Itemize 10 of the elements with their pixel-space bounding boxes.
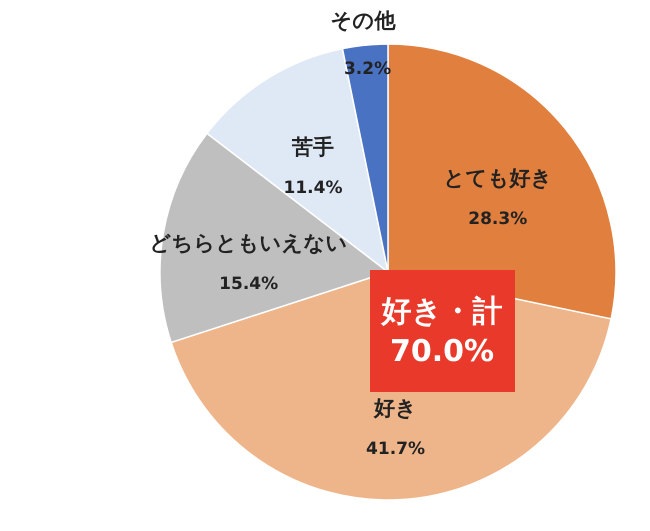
data-label: 41.7%	[366, 439, 426, 460]
slice-label: その他	[330, 8, 397, 32]
data-label: 15.4%	[219, 274, 278, 294]
slice-label: 好き	[373, 396, 418, 420]
data-label: 11.4%	[284, 178, 342, 198]
slice-label: 苦手	[291, 135, 334, 160]
text: 好き・計 70.0%	[380, 294, 502, 369]
data-label: 28.3%	[468, 208, 528, 229]
slice-label: とても好き	[443, 166, 552, 190]
slice-label: どちらともいえない	[150, 231, 348, 256]
